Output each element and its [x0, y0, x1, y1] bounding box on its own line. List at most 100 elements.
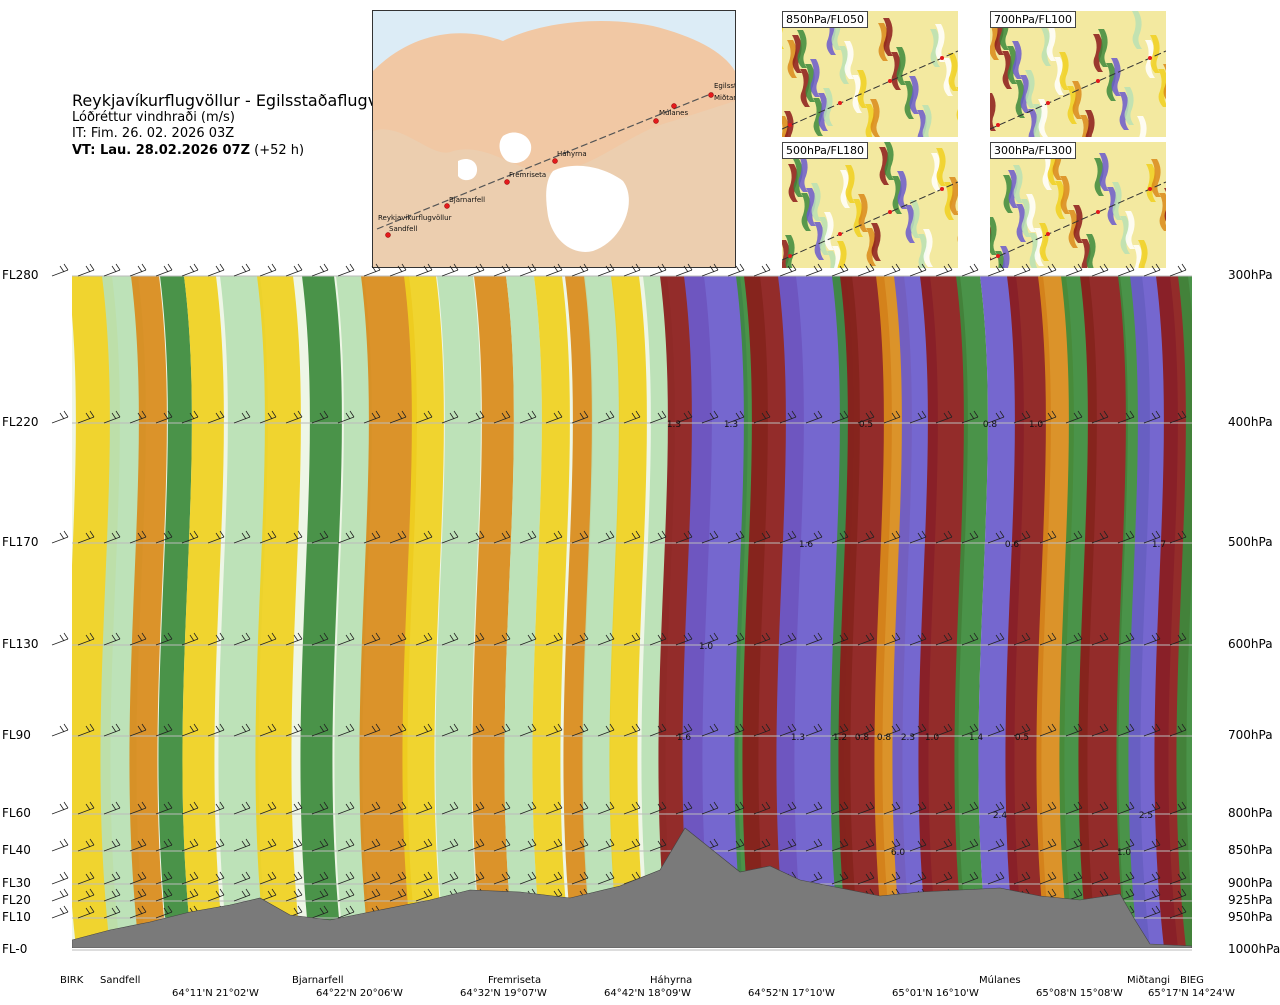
wind-barb-feather — [917, 840, 923, 848]
wind-barb-shaft — [571, 729, 589, 737]
wind-barb — [259, 410, 277, 424]
wind-barb-shaft — [571, 638, 589, 646]
wind-barb-feather — [661, 801, 667, 809]
panel-streak — [897, 171, 907, 209]
wind-barb-shaft — [909, 877, 927, 885]
panel-streak — [905, 205, 915, 243]
panel-route-marker — [1148, 56, 1152, 60]
wind-barb-feather — [735, 907, 741, 915]
wind-barb-feather — [271, 871, 277, 879]
panel-streak — [787, 40, 797, 78]
wind-barb-feather — [761, 725, 767, 733]
panel-streak — [1046, 23, 1056, 61]
wind-barb-feather — [969, 840, 975, 848]
wind-barb — [909, 801, 927, 815]
wind-barb-feather — [475, 907, 481, 915]
wind-barb-feather — [319, 725, 325, 733]
wind-barb-feather — [89, 871, 95, 879]
wind-barb — [389, 888, 407, 902]
wind-barb-shaft — [1065, 638, 1083, 646]
panel-streak — [1146, 164, 1156, 202]
wind-barb-feather — [661, 530, 667, 538]
wind-barb-feather — [583, 801, 589, 809]
wind-barb-feather — [765, 905, 771, 913]
annotations: 1.3 1.3 0.5 0.8 1.01.6 0.6 1.71.01.6 1.3 1.2 0.8 0… — [667, 420, 1166, 858]
wind-barb — [883, 905, 901, 919]
panel-streak — [813, 98, 823, 136]
wind-barb-shaft — [805, 638, 823, 646]
wind-barb-feather — [787, 890, 793, 898]
wind-barb-shaft — [779, 729, 797, 737]
panel-streak — [1055, 181, 1065, 219]
wind-barb-shaft — [181, 536, 199, 544]
wind-barb-feather — [163, 873, 169, 881]
wind-barb-feather — [687, 410, 693, 418]
wind-barb — [493, 410, 511, 424]
wind-barb — [805, 888, 823, 902]
wind-band-38 — [1176, 276, 1192, 948]
wind-barb-feather — [531, 888, 537, 896]
wind-barb-feather — [683, 412, 689, 420]
wind-barb-feather — [297, 801, 303, 809]
wind-barb-feather — [713, 632, 719, 640]
wind-barb-feather — [401, 871, 407, 879]
wind-barb — [1143, 838, 1161, 852]
wind-barb — [805, 871, 823, 885]
wind-barb-feather — [323, 838, 329, 846]
wind-barb — [961, 888, 979, 902]
wind-barb-shaft — [363, 536, 381, 544]
wind-barb-feather — [219, 838, 225, 846]
wind-barb — [415, 905, 433, 919]
wind-barb-feather — [189, 890, 195, 898]
wind-barb-shaft — [935, 877, 953, 885]
wind-barb-feather — [1077, 410, 1083, 418]
wind-barb — [909, 632, 927, 646]
wind-barb — [77, 263, 95, 277]
wind-barb-feather — [1177, 532, 1183, 540]
wind-barb-feather — [163, 840, 169, 848]
wind-barb-feather — [475, 634, 481, 642]
wind-barb-feather — [683, 890, 689, 898]
wind-barb-feather — [423, 840, 429, 848]
wind-barb-feather — [787, 532, 793, 540]
wind-barb-feather — [1103, 905, 1109, 913]
wind-barb — [207, 888, 225, 902]
wind-barb-feather — [869, 632, 875, 640]
wind-barb-feather — [553, 412, 559, 420]
wind-barb-feather — [787, 412, 793, 420]
wind-barb-feather — [89, 888, 95, 896]
fl-axis-label: FL20 — [2, 893, 31, 907]
wind-barb-feather — [1047, 803, 1053, 811]
wind-barb-feather — [1051, 801, 1057, 809]
wind-barb-feather — [657, 840, 663, 848]
wind-barb-feather — [241, 265, 247, 273]
wind-barb-shaft — [831, 729, 849, 737]
wind-barb-shaft — [441, 911, 459, 919]
wind-barb-feather — [349, 410, 355, 418]
wind-barb — [727, 632, 745, 646]
wind-barb-shaft — [571, 911, 589, 919]
value-label: 1.3 — [724, 420, 738, 430]
wind-barb-shaft — [597, 269, 615, 277]
wind-barb-feather — [839, 634, 845, 642]
wind-barb-feather — [427, 632, 433, 640]
wind-barb-shaft — [935, 911, 953, 919]
coordinate-label: 64°11'N 21°02'W — [172, 988, 259, 999]
wind-barb-feather — [1155, 905, 1161, 913]
wind-barb — [753, 871, 771, 885]
wind-barb — [571, 905, 589, 919]
panel-route-marker — [838, 101, 842, 105]
wind-barb — [415, 723, 433, 737]
panel-route-marker — [788, 123, 792, 127]
wind-barb-feather — [579, 907, 585, 915]
wind-barb-shaft — [987, 911, 1005, 919]
wind-barb — [675, 530, 693, 544]
wind-barb-feather — [579, 725, 585, 733]
wind-barb-feather — [947, 530, 953, 538]
wind-barb-feather — [791, 871, 797, 879]
wind-barb — [1065, 888, 1083, 902]
wind-barb-shaft — [1013, 894, 1031, 902]
terrain — [72, 827, 1192, 948]
wind-barb-feather — [1099, 803, 1105, 811]
wind-barb — [1013, 838, 1031, 852]
